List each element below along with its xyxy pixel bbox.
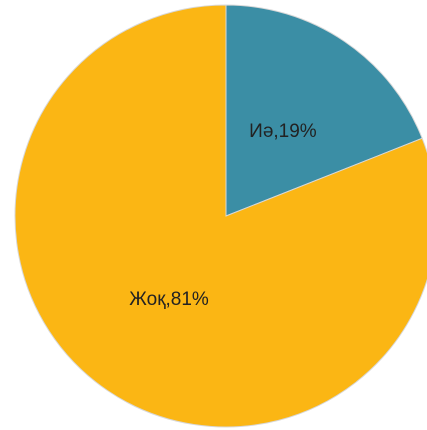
slice-label: Жоқ,81% bbox=[129, 289, 209, 310]
slice-label: Иә,19% bbox=[249, 121, 317, 142]
pie-slice bbox=[225, 4, 423, 217]
pie-slice bbox=[14, 4, 427, 428]
